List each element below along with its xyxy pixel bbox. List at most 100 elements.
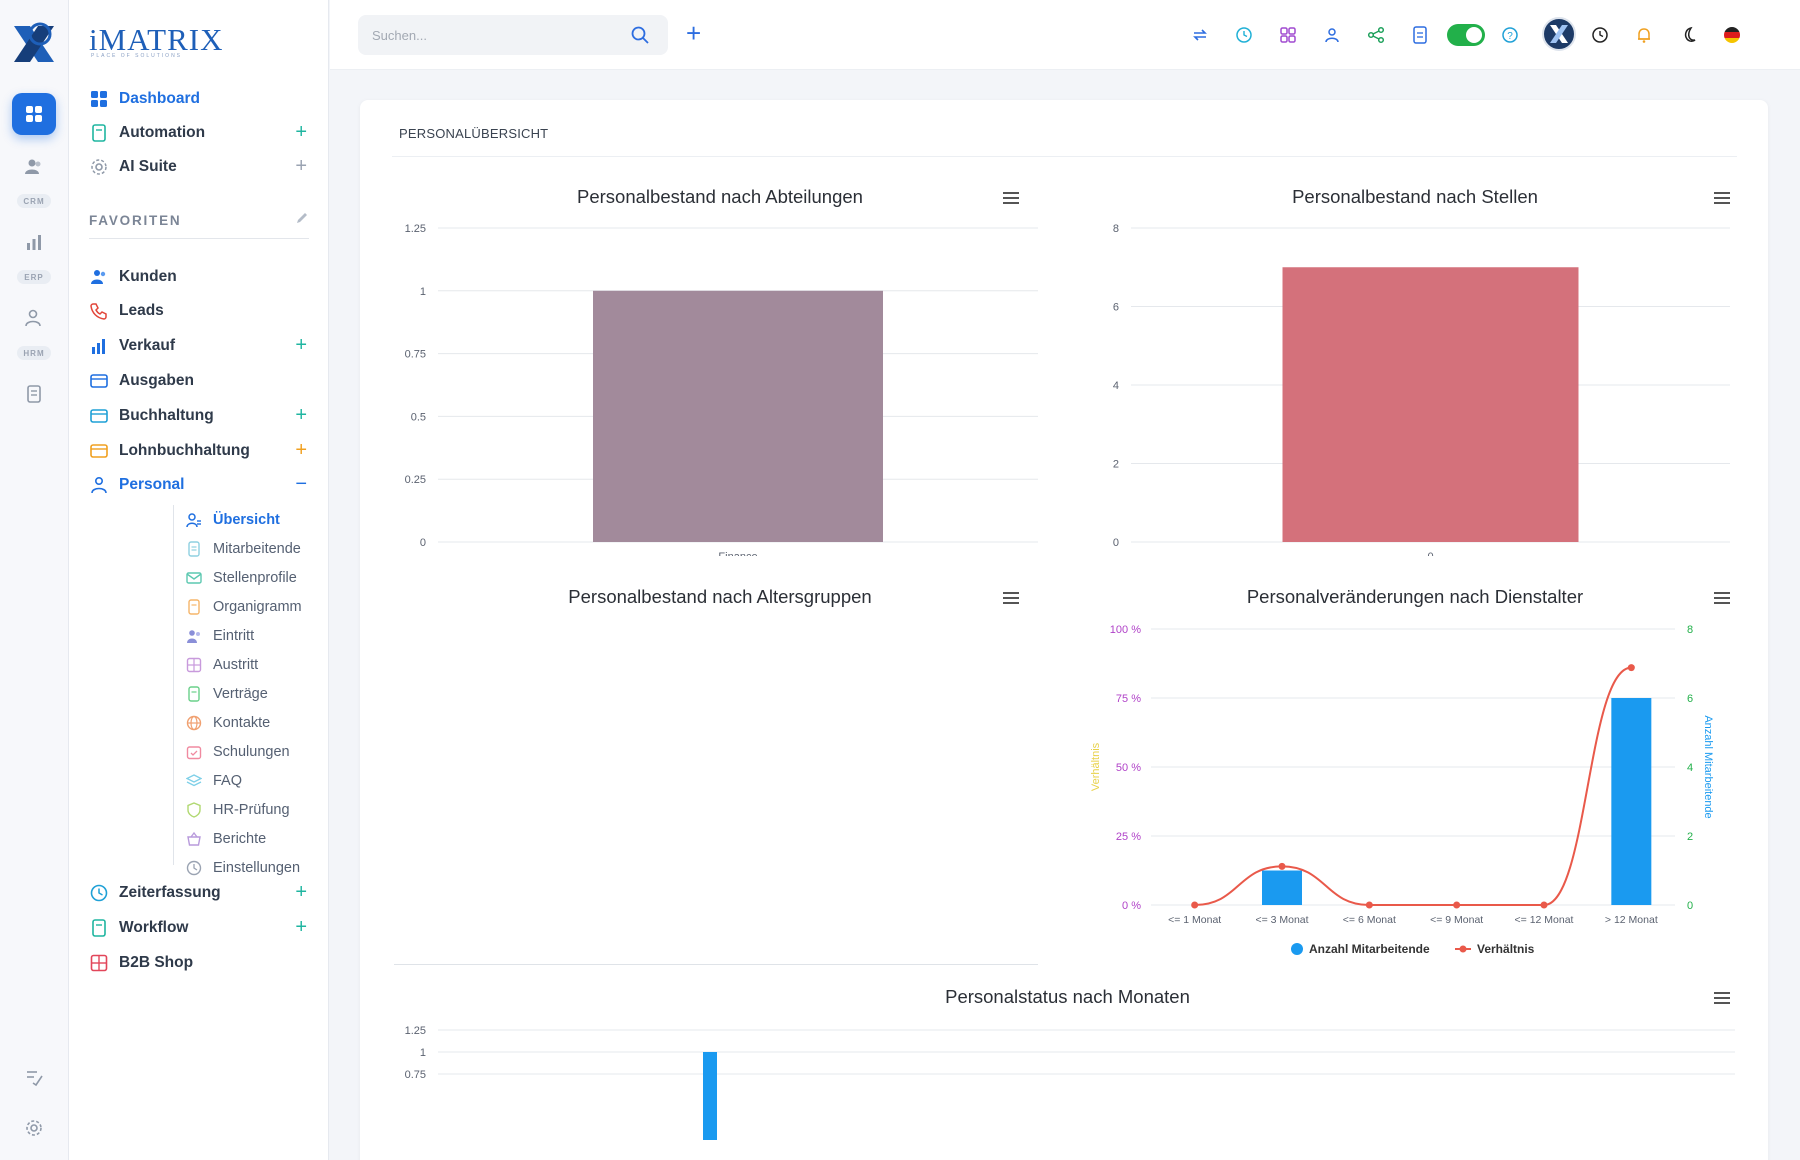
mode-toggle[interactable] xyxy=(1447,24,1485,46)
expand-plus-icon[interactable]: + xyxy=(295,439,307,461)
top-bar: + ? xyxy=(330,0,1800,70)
chart-menu-icon[interactable] xyxy=(1713,990,1731,1006)
chart-seniority: Personalveränderungen nach Dienstalter 0… xyxy=(1085,586,1745,966)
chart-title: Personalveränderungen nach Dienstalter xyxy=(1246,586,1584,607)
submenu-item-label: Organigramm xyxy=(213,599,302,615)
sidebar-item-automation[interactable]: Automation + xyxy=(89,119,313,147)
submenu-item-organigramm[interactable]: Organigramm xyxy=(185,596,302,618)
bell-icon[interactable] xyxy=(1634,25,1654,45)
sidebar-item-workflow[interactable]: Workflow + xyxy=(89,914,313,942)
sidebar-item-ausgaben[interactable]: Ausgaben xyxy=(89,367,313,395)
bar-chart-icon xyxy=(27,235,41,250)
calendar-icon xyxy=(185,743,203,761)
help-icon[interactable]: ? xyxy=(1500,25,1520,45)
chart-menu-icon[interactable] xyxy=(1713,190,1731,206)
submenu-item-einstellungen[interactable]: Einstellungen xyxy=(185,857,300,879)
flag-de-icon[interactable] xyxy=(1722,25,1742,45)
chart-status-months: Personalstatus nach Monaten 0.75 1 1.25 xyxy=(390,986,1745,1160)
submenu-item-mitarbeitende[interactable]: Mitarbeitende xyxy=(185,538,301,560)
x-tick-label: <= 12 Monat xyxy=(1515,914,1574,926)
rail-dashboard-button[interactable] xyxy=(12,93,56,135)
chart-menu-icon[interactable] xyxy=(1713,590,1731,606)
moon-icon[interactable] xyxy=(1678,25,1698,45)
sidebar-item-label: Leads xyxy=(119,302,164,319)
document-icon[interactable] xyxy=(1410,25,1430,45)
submenu-item-eintritt[interactable]: Eintritt xyxy=(185,625,254,647)
y-tick-label: 2 xyxy=(1113,459,1119,471)
sync-icon[interactable] xyxy=(1190,25,1210,45)
entry-icon xyxy=(185,627,203,645)
rail-tasks-button[interactable] xyxy=(12,1056,56,1098)
x-tick-label: > 12 Monat xyxy=(1605,914,1658,926)
sidebar-item-label: Ausgaben xyxy=(119,372,194,389)
sidebar-item-leads[interactable]: Leads xyxy=(89,297,313,325)
submenu-item-vertraege[interactable]: Verträge xyxy=(185,683,268,705)
apps-icon[interactable] xyxy=(1278,25,1298,45)
submenu-item-stellenprofile[interactable]: Stellenprofile xyxy=(185,567,297,589)
search-icon[interactable] xyxy=(630,25,650,45)
chart-plot: 0 % 25 % 50 % 75 % 100 % 0 2 4 6 8 <= 1 Monat <= 3 … xyxy=(1090,624,1714,956)
sidebar-item-personal[interactable]: Personal − xyxy=(89,471,313,499)
app-logo-icon[interactable] xyxy=(10,20,58,68)
submenu-item-uebersicht[interactable]: Übersicht xyxy=(185,509,280,531)
ai-suite-icon xyxy=(89,157,109,177)
submenu-item-hr-pruefung[interactable]: HR-Prüfung xyxy=(185,799,290,821)
expand-plus-icon[interactable]: + xyxy=(295,334,307,356)
y-left-tick-label: 0 % xyxy=(1122,900,1141,912)
edit-pencil-icon[interactable] xyxy=(295,211,309,225)
chart-title: Personalstatus nach Monaten xyxy=(945,986,1190,1007)
legend-label: Verhältnis xyxy=(1477,942,1535,956)
submenu-item-schulungen[interactable]: Schulungen xyxy=(185,741,290,763)
line-point xyxy=(1365,901,1373,909)
submenu-item-berichte[interactable]: Berichte xyxy=(185,828,266,850)
legend-marker-bars xyxy=(1291,943,1303,955)
sidebar-item-label: AI Suite xyxy=(119,158,177,175)
sidebar-item-dashboard[interactable]: Dashboard xyxy=(89,85,313,113)
submenu-item-label: HR-Prüfung xyxy=(213,802,290,818)
history-icon[interactable] xyxy=(1234,25,1254,45)
sidebar-item-ai-suite[interactable]: AI Suite + xyxy=(89,153,313,181)
submenu-item-label: Übersicht xyxy=(213,512,280,528)
avatar[interactable] xyxy=(1542,17,1576,51)
y-tick-label: 1 xyxy=(420,286,426,298)
basket-icon xyxy=(185,830,203,848)
expand-plus-icon[interactable]: + xyxy=(295,881,307,903)
expand-plus-icon[interactable]: + xyxy=(295,155,307,177)
search-input[interactable] xyxy=(372,15,612,55)
sidebar-item-zeiterfassung[interactable]: Zeiterfassung + xyxy=(89,879,313,907)
toggle-knob xyxy=(1466,27,1482,43)
submenu-item-kontakte[interactable]: Kontakte xyxy=(185,712,270,734)
submenu-item-austritt[interactable]: Austritt xyxy=(185,654,258,676)
y-left-axis-title: Verhältnis xyxy=(1090,742,1102,791)
person-icon xyxy=(25,309,41,327)
user-icon[interactable] xyxy=(1322,25,1342,45)
bar xyxy=(1262,870,1302,905)
org-chart-icon xyxy=(185,598,203,616)
gear-icon xyxy=(26,1120,42,1136)
sidebar-item-kunden[interactable]: Kunden xyxy=(89,263,313,291)
sidebar-item-buchhaltung[interactable]: Buchhaltung + xyxy=(89,402,313,430)
share-icon[interactable] xyxy=(1366,25,1386,45)
chart-menu-icon[interactable] xyxy=(1002,190,1020,206)
chart-menu-icon[interactable] xyxy=(1002,590,1020,606)
x-tick-label: 0 xyxy=(1427,551,1433,556)
collapse-minus-icon[interactable]: − xyxy=(295,473,307,495)
quick-add-button[interactable]: + xyxy=(686,18,702,48)
submenu-item-label: Verträge xyxy=(213,686,268,702)
expand-plus-icon[interactable]: + xyxy=(295,916,307,938)
line-point xyxy=(1627,664,1635,672)
rail-settings-button[interactable] xyxy=(12,1107,56,1149)
submenu-item-faq[interactable]: FAQ xyxy=(185,770,242,792)
rail-crm-button[interactable] xyxy=(12,146,56,188)
rail-documents-button[interactable] xyxy=(12,373,56,415)
sidebar-item-b2b-shop[interactable]: B2B Shop xyxy=(89,949,313,977)
rail-hrm-button[interactable] xyxy=(12,297,56,339)
rail-erp-button[interactable] xyxy=(12,221,56,263)
chart-title: Personalbestand nach Stellen xyxy=(1292,186,1538,207)
clock-icon[interactable] xyxy=(1590,25,1610,45)
sidebar-item-verkauf[interactable]: Verkauf + xyxy=(89,332,313,360)
sidebar-item-lohnbuchhaltung[interactable]: Lohnbuchhaltung + xyxy=(89,437,313,465)
brand-logo[interactable]: iMATRIX PLACE OF SOLUTIONS xyxy=(89,20,223,60)
expand-plus-icon[interactable]: + xyxy=(295,404,307,426)
expand-plus-icon[interactable]: + xyxy=(295,121,307,143)
